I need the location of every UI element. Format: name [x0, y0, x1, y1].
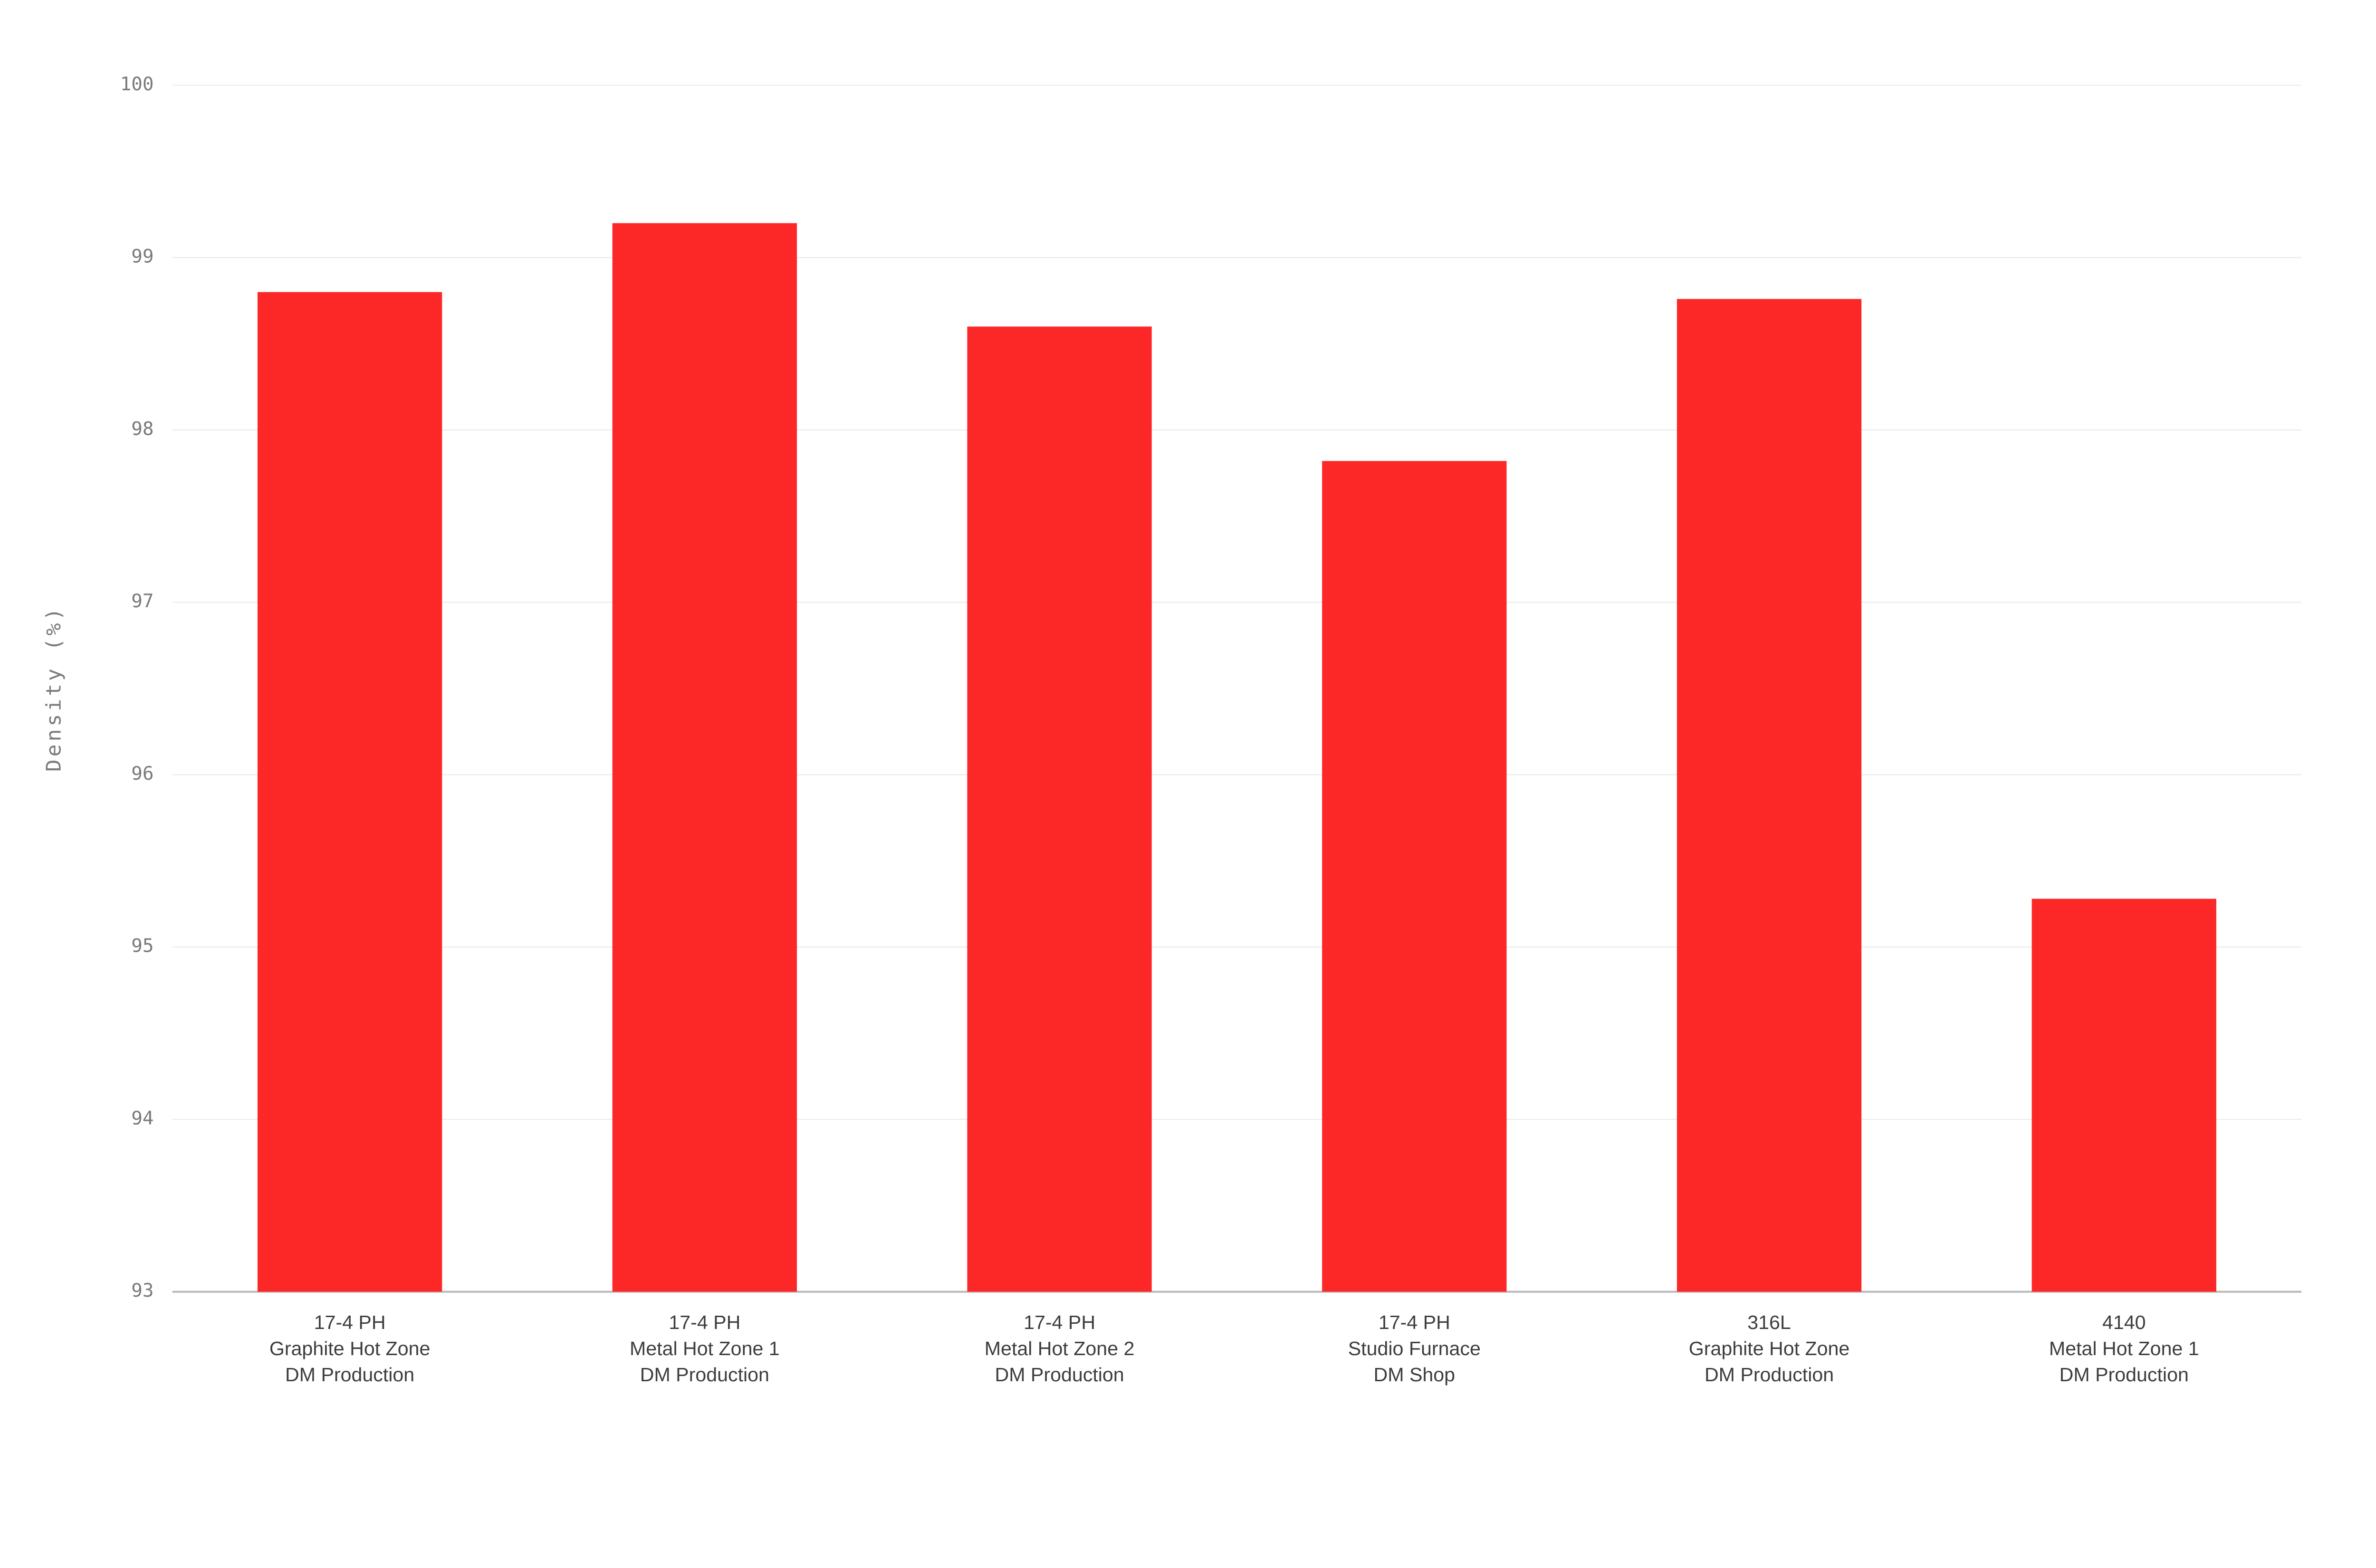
- x-tick-label-line: DM Production: [995, 1364, 1124, 1386]
- x-tick-label-line: 17-4 PH: [314, 1311, 386, 1333]
- x-tick-label-line: DM Production: [285, 1364, 414, 1386]
- y-tick-label: 100: [120, 74, 154, 95]
- x-tick-label: 17-4 PH Studio Furnace DM Shop: [1348, 1311, 1481, 1386]
- x-tick-label-line: Studio Furnace: [1348, 1338, 1481, 1359]
- x-tick-label-line: 17-4 PH: [669, 1311, 740, 1333]
- x-tick-label: 17-4 PH Metal Hot Zone 1 DM Production: [630, 1311, 780, 1386]
- x-tick-label-line: Metal Hot Zone 2: [985, 1338, 1135, 1359]
- y-axis-title: Density (%): [42, 605, 66, 772]
- x-tick-label-line: 316L: [1747, 1311, 1791, 1333]
- x-tick-label-line: DM Production: [640, 1364, 769, 1386]
- x-tick-label-line: 4140: [2102, 1311, 2146, 1333]
- x-tick-label-line: Graphite Hot Zone: [1689, 1338, 1850, 1359]
- x-tick-label-line: Metal Hot Zone 1: [2049, 1338, 2199, 1359]
- density-bar-chart: 93 94 95 96 97 98 99 100 Density (%) 17-4 PH Graph…: [0, 0, 2376, 1568]
- x-tick-label-line: 17-4 PH: [1379, 1311, 1450, 1333]
- bar: [613, 223, 797, 1292]
- y-tick-label: 98: [131, 418, 153, 440]
- x-tick-label-line: DM Shop: [1374, 1364, 1456, 1386]
- x-tick-label: 17-4 PH Graphite Hot Zone DM Production: [269, 1311, 431, 1386]
- bar: [1322, 461, 1506, 1291]
- x-tick-label: 17-4 PH Metal Hot Zone 2 DM Production: [985, 1311, 1135, 1386]
- y-tick-label: 99: [131, 246, 153, 268]
- x-tick-label-line: 17-4 PH: [1024, 1311, 1095, 1333]
- x-tick-label-line: DM Production: [1705, 1364, 1834, 1386]
- y-tick-label: 93: [131, 1280, 153, 1301]
- x-tick-label-line: Graphite Hot Zone: [269, 1338, 431, 1359]
- bar: [1677, 299, 1861, 1291]
- y-tick-label: 95: [131, 936, 153, 957]
- y-tick-label: 97: [131, 591, 153, 612]
- x-tick-label: 4140 Metal Hot Zone 1 DM Production: [2049, 1311, 2199, 1386]
- bar: [258, 292, 442, 1292]
- x-tick-label: 316L Graphite Hot Zone DM Production: [1689, 1311, 1850, 1386]
- bar: [967, 326, 1151, 1291]
- y-tick-label: 94: [131, 1108, 153, 1129]
- bar: [2032, 899, 2216, 1292]
- x-tick-label-line: DM Production: [2060, 1364, 2189, 1386]
- x-tick-label-line: Metal Hot Zone 1: [630, 1338, 780, 1359]
- y-tick-label: 96: [131, 763, 153, 784]
